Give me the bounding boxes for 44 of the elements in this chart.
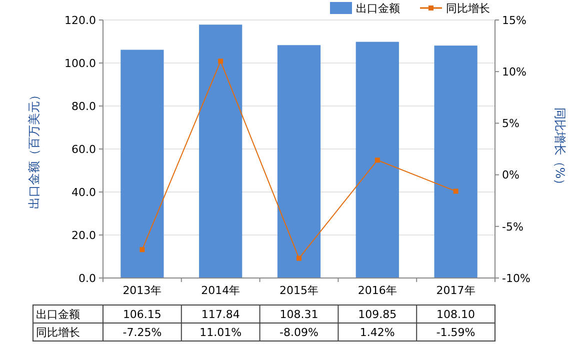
- y-axis-title: 出口金额（百万美元）: [27, 89, 41, 209]
- x-tick-label: 2017年: [436, 284, 476, 297]
- data-label: 109.85: [358, 308, 397, 321]
- data-label: 106.15: [122, 308, 162, 321]
- data-label: 11.01%: [200, 326, 242, 339]
- point: [374, 158, 380, 163]
- y-tick-label: 80.0: [72, 100, 96, 113]
- data-label: 117.84: [201, 308, 240, 321]
- data-label: 1.42%: [360, 326, 395, 339]
- x-tick-label: 2015年: [280, 284, 318, 297]
- y-tick-label: 60.0: [72, 142, 96, 156]
- point: [218, 58, 224, 64]
- point: [296, 256, 302, 261]
- y2-axis-title: 同比增长（%）: [553, 107, 567, 191]
- y2-tick-label: 10%: [502, 65, 526, 78]
- y2-tick-label: -10%: [502, 272, 530, 285]
- y-tick-label: 100.0: [64, 56, 96, 70]
- text: 同比增长: [36, 326, 80, 339]
- text: 出口金额: [36, 308, 80, 321]
- y2-tick-label: 5%: [502, 117, 520, 130]
- x-tick-label: 2014年: [201, 284, 240, 297]
- point: [453, 188, 458, 194]
- data-label: -8.09%: [280, 326, 318, 339]
- y-tick-label: 20.0: [72, 228, 96, 242]
- point: [140, 247, 145, 252]
- legend-label: 同比增长: [446, 2, 490, 15]
- y2-tick-label: 15%: [502, 14, 526, 27]
- x-tick-label: 2016年: [358, 284, 397, 297]
- bar: [277, 45, 321, 278]
- y2-tick-label: 0%: [502, 168, 520, 182]
- y2-tick-label: -5%: [502, 220, 524, 234]
- legend-label: 出口金额: [356, 2, 400, 15]
- y-tick-label: 0.0: [78, 272, 96, 285]
- bar: [199, 24, 242, 278]
- bar: [120, 50, 164, 278]
- x-tick-label: 2013年: [122, 284, 162, 297]
- y-tick-label: 120.0: [64, 14, 96, 27]
- bar: [434, 46, 478, 278]
- data-label: 108.31: [280, 308, 318, 321]
- data-label: 108.10: [436, 308, 476, 321]
- data-label: -1.59%: [436, 326, 476, 339]
- bar: [356, 42, 399, 278]
- y-tick-label: 40.0: [72, 186, 96, 199]
- data-label: -7.25%: [122, 326, 162, 339]
